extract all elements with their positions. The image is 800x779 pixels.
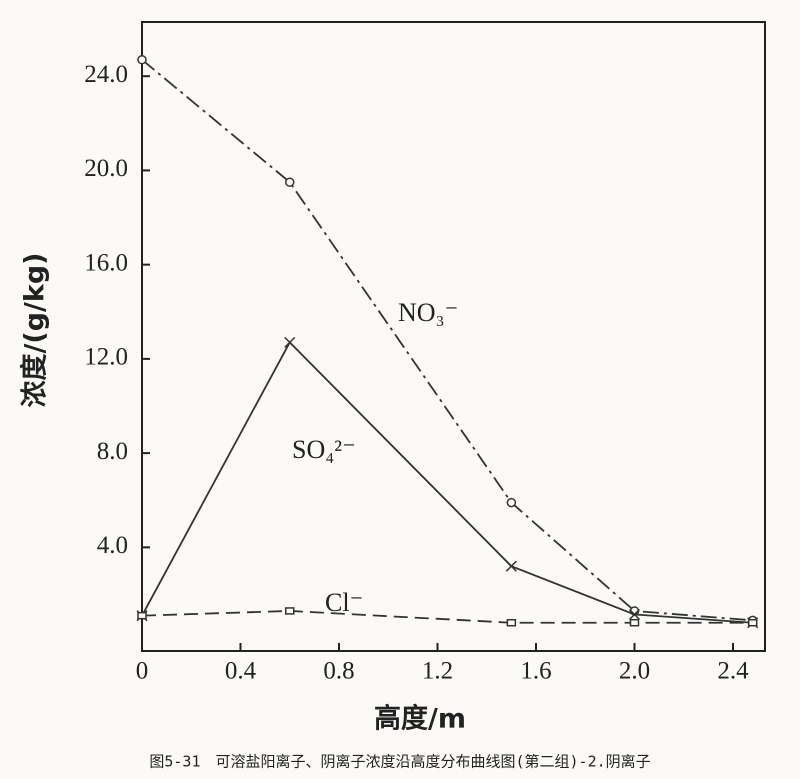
x-tick-label: 0.8 [323,658,354,685]
marker [505,560,517,572]
x-tick-label: 0.4 [225,658,257,685]
y-tick-label: 24.0 [84,61,128,88]
x-tick-label: 1.2 [422,658,453,685]
y-tick-label: 12.0 [84,344,128,371]
y-axis-title: 浓度/(g/kg) [19,252,51,407]
x-tick-label: 2.0 [619,658,650,685]
y-tick-label: 4.0 [97,532,128,559]
marker [629,618,640,627]
series-label: NO₃⁻ [398,298,458,327]
marker [506,497,517,508]
x-axis-title: 高度/m [374,703,466,735]
series-label: Cl⁻ [325,588,363,617]
marker [284,336,296,348]
caption: 图5-31 可溶盐阳离子、阴离子浓度沿高度分布曲线图(第二组)-2.阴离子 [149,753,650,771]
y-tick-label: 8.0 [97,438,128,465]
series-line [141,340,753,624]
series-label: SO₄²⁻ [292,435,356,464]
marker [284,607,295,615]
marker [137,54,147,65]
y-tick-label: 16.0 [84,249,128,276]
x-tick-label: 2.4 [717,658,749,685]
marker [506,618,517,627]
marker [137,611,147,620]
x-tick-label: 1.6 [520,658,551,685]
marker [284,177,295,187]
y-tick-label: 20.0 [84,155,128,182]
marker [747,618,758,627]
x-tick-label: 0 [136,658,149,685]
marker [628,608,641,621]
series-line [141,59,753,622]
plot-frame [141,21,766,652]
